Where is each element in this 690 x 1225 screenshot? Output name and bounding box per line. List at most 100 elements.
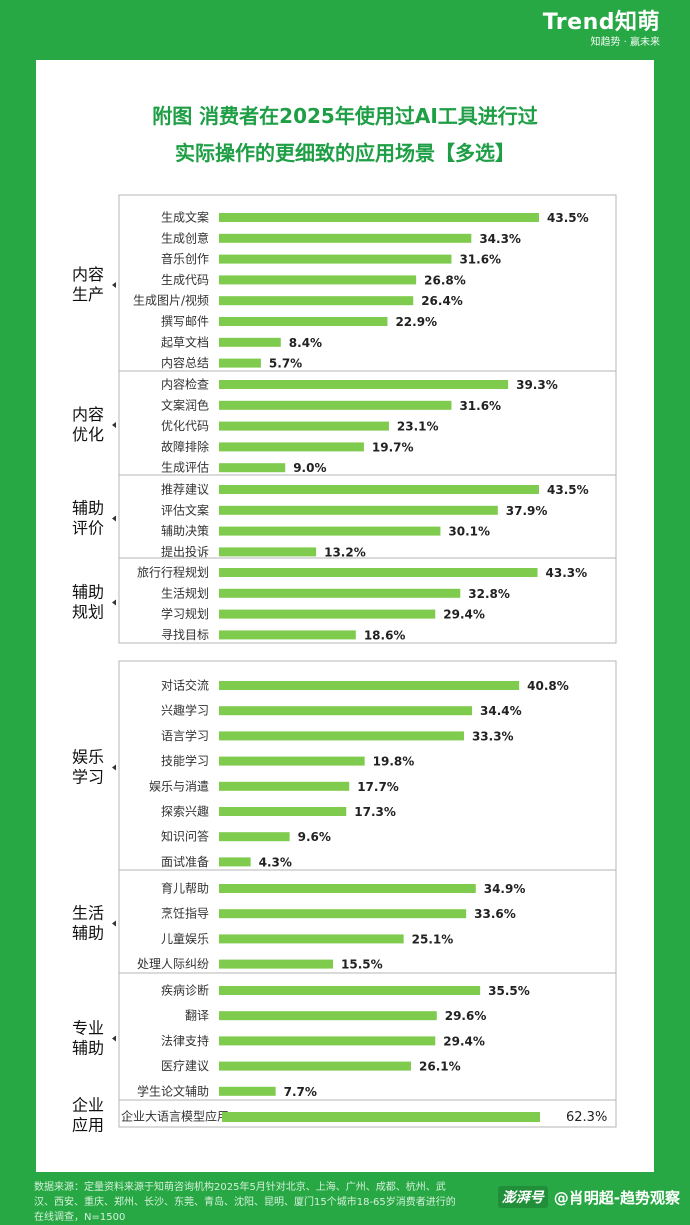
bar bbox=[219, 233, 472, 243]
group-label: 娱乐学习 bbox=[72, 748, 104, 787]
bar bbox=[219, 630, 356, 640]
value-label: 31.6% bbox=[459, 399, 501, 413]
category-label: 生成图片/视频 bbox=[133, 293, 209, 308]
value-label: 29.4% bbox=[443, 1034, 485, 1048]
value-label: 9.0% bbox=[293, 461, 326, 475]
value-label: 32.8% bbox=[468, 587, 510, 601]
bar bbox=[219, 1036, 436, 1046]
watermark: 澎湃号 @肖明超-趋势观察 bbox=[497, 1186, 680, 1208]
group-label: 内容生产 bbox=[72, 265, 104, 304]
category-label: 学习规划 bbox=[161, 606, 209, 621]
group-pointer-icon bbox=[112, 599, 116, 606]
bar bbox=[219, 547, 317, 557]
group-label: 辅助评价 bbox=[72, 499, 104, 538]
bar bbox=[219, 756, 365, 766]
value-label: 62.3% bbox=[566, 1110, 607, 1125]
value-label: 34.9% bbox=[484, 882, 526, 896]
value-label: 15.5% bbox=[341, 958, 383, 972]
category-label: 儿童娱乐 bbox=[161, 931, 209, 946]
category-label: 推荐建议 bbox=[161, 483, 209, 497]
bar bbox=[219, 857, 251, 867]
chart-title-line2: 实际操作的更细致的应用场景【多选】 bbox=[175, 141, 515, 165]
bar bbox=[219, 1011, 437, 1021]
bar bbox=[219, 505, 498, 515]
category-label: 技能学习 bbox=[161, 753, 209, 768]
category-label: 辅助决策 bbox=[161, 524, 209, 538]
category-label: 翻译 bbox=[185, 1009, 209, 1023]
category-label: 面试准备 bbox=[161, 854, 209, 869]
category-label: 探索兴趣 bbox=[161, 804, 209, 819]
category-label: 内容检查 bbox=[161, 377, 209, 392]
bar bbox=[219, 421, 389, 431]
bar bbox=[219, 986, 481, 995]
category-label: 内容总结 bbox=[161, 355, 209, 370]
bar bbox=[219, 706, 473, 716]
category-label: 生成代码 bbox=[161, 273, 209, 287]
bar bbox=[219, 934, 404, 944]
value-label: 9.6% bbox=[298, 830, 331, 844]
value-label: 26.1% bbox=[419, 1060, 461, 1074]
bar bbox=[219, 609, 436, 619]
value-label: 7.7% bbox=[284, 1085, 317, 1099]
group-label: 内容优化 bbox=[72, 405, 104, 444]
category-label: 提出投诉 bbox=[161, 544, 209, 559]
group-pointer-icon bbox=[112, 282, 116, 288]
category-label: 起草文档 bbox=[161, 334, 209, 349]
bar bbox=[219, 463, 286, 473]
value-label: 26.8% bbox=[424, 273, 466, 287]
group-pointer-icon bbox=[112, 1035, 116, 1042]
bar bbox=[219, 588, 461, 598]
value-label: 4.3% bbox=[259, 855, 292, 869]
value-label: 39.3% bbox=[516, 378, 558, 392]
category-label: 知识问答 bbox=[161, 829, 209, 844]
value-label: 19.8% bbox=[373, 755, 415, 769]
category-label: 医疗建议 bbox=[161, 1059, 209, 1073]
group-pointer-icon bbox=[112, 422, 116, 428]
chart-frame-top bbox=[118, 194, 617, 644]
bar bbox=[219, 1061, 411, 1071]
category-label: 对话交流 bbox=[161, 678, 209, 693]
bar bbox=[219, 400, 452, 410]
category-label: 撰写邮件 bbox=[161, 315, 209, 329]
group-pointer-icon bbox=[112, 764, 116, 771]
category-label: 烹饪指导 bbox=[161, 906, 209, 921]
bar bbox=[219, 275, 417, 285]
value-label: 43.5% bbox=[547, 483, 589, 497]
category-label: 学生论文辅助 bbox=[137, 1083, 209, 1098]
category-label: 生成文案 bbox=[161, 210, 209, 225]
brand-logo: Trend知萌 知趋势 · 赢未来 bbox=[543, 10, 660, 50]
category-label: 育儿帮助 bbox=[161, 881, 209, 896]
bar bbox=[219, 442, 364, 452]
value-label: 17.7% bbox=[357, 780, 399, 794]
value-label: 18.6% bbox=[364, 628, 406, 642]
category-label: 语言学习 bbox=[161, 728, 209, 743]
group-label: 辅助规划 bbox=[72, 583, 104, 622]
bar bbox=[219, 526, 441, 536]
bar bbox=[219, 358, 261, 368]
category-label: 企业大语言模型应用 bbox=[121, 1109, 229, 1124]
bar bbox=[219, 568, 538, 577]
group-label: 生活辅助 bbox=[72, 904, 104, 943]
value-label: 34.3% bbox=[479, 232, 521, 246]
bar bbox=[219, 1086, 276, 1096]
bar bbox=[219, 213, 539, 222]
value-label: 43.5% bbox=[547, 211, 589, 225]
value-label: 13.2% bbox=[324, 545, 366, 559]
watermark-text: @肖明超-趋势观察 bbox=[553, 1188, 680, 1207]
bar bbox=[219, 485, 539, 494]
value-label: 5.7% bbox=[269, 357, 302, 371]
category-label: 娱乐与消遣 bbox=[149, 778, 209, 793]
data-source-note: 数据来源：定量资料来源于知萌咨询机构2025年5月针对北京、上海、广州、成都、杭… bbox=[34, 1182, 456, 1223]
brand-slogan: 知趋势 · 赢未来 bbox=[590, 37, 660, 48]
category-label: 文案润色 bbox=[161, 397, 209, 412]
bar bbox=[219, 380, 509, 389]
category-label: 兴趣学习 bbox=[161, 703, 209, 718]
category-label: 优化代码 bbox=[161, 419, 209, 433]
chart-title-line1: 附图 消费者在2025年使用过AI工具进行过 bbox=[152, 104, 538, 128]
category-label: 生成评估 bbox=[161, 461, 209, 475]
category-label: 疾病诊断 bbox=[161, 983, 209, 998]
category-label: 法律支持 bbox=[161, 1033, 209, 1048]
bar bbox=[219, 337, 281, 347]
bar bbox=[219, 959, 334, 969]
bar bbox=[222, 1112, 540, 1122]
